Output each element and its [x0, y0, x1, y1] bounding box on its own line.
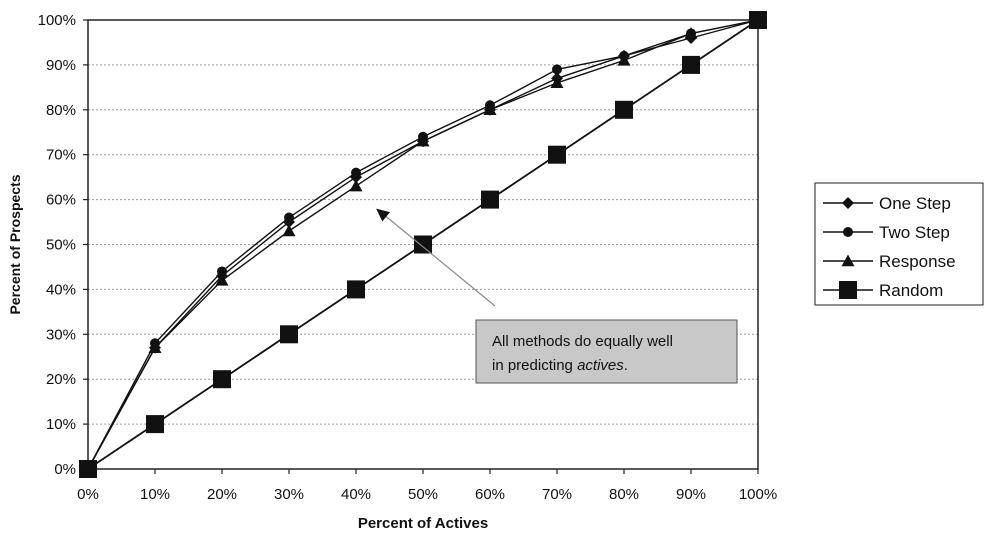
legend-marker [841, 254, 855, 267]
y-tick-label: 90% [46, 57, 76, 74]
annotation-text-italic: actives [577, 357, 624, 374]
data-point-random [213, 370, 231, 389]
annotation-arrow-head [376, 208, 390, 222]
x-tick-label: 50% [408, 486, 438, 503]
data-point-random [749, 11, 767, 29]
x-tick-label: 60% [475, 486, 505, 503]
x-tick-label: 40% [341, 486, 371, 503]
annotation-text-suffix: . [624, 357, 628, 374]
data-point-random [481, 190, 499, 209]
data-point-random [548, 145, 566, 164]
legend-marker [839, 281, 857, 299]
data-point-response [215, 273, 229, 286]
annotation-text-line1: All methods do equally well [492, 333, 673, 350]
x-tick-label: 10% [140, 486, 170, 503]
data-point-response [282, 224, 296, 237]
y-tick-label: 10% [46, 416, 76, 433]
annotation-text-prefix: in predicting [492, 357, 577, 374]
y-tick-label: 40% [46, 281, 76, 298]
data-point-random [682, 55, 700, 74]
data-point-response [148, 341, 162, 353]
y-tick-label: 70% [46, 147, 76, 164]
x-tick-label: 30% [274, 486, 304, 503]
data-point-random [79, 460, 97, 478]
data-point-random [347, 280, 365, 299]
annotation-arrow-line [379, 211, 496, 307]
y-tick-label: 60% [46, 192, 76, 209]
x-tick-label: 70% [542, 486, 572, 503]
data-point-random [414, 235, 432, 254]
x-tick-label: 20% [207, 486, 237, 503]
y-tick-label: 20% [46, 371, 76, 388]
data-point-random [280, 325, 298, 344]
x-tick-label: 0% [77, 486, 99, 503]
y-tick-label: 80% [46, 102, 76, 119]
data-point-two-step [351, 167, 361, 178]
data-point-response [684, 26, 698, 39]
annotation-text-line2: in predicting actives. [492, 357, 628, 374]
legend-marker [843, 227, 853, 237]
y-tick-label: 100% [38, 12, 76, 29]
legend-label: Two Step [879, 223, 950, 242]
y-axis-title: Percent of Prospects [7, 174, 23, 314]
data-point-response [416, 134, 430, 147]
data-point-response [483, 103, 497, 115]
x-tick-label: 100% [739, 486, 777, 503]
data-point-two-step [552, 64, 562, 75]
annotation-box [475, 319, 738, 384]
y-tick-label: 50% [46, 237, 76, 254]
legend-label: Random [879, 281, 943, 300]
y-tick-label: 0% [54, 461, 76, 478]
x-tick-label: 90% [676, 486, 706, 503]
y-tick-label: 30% [46, 326, 76, 343]
x-tick-label: 80% [609, 486, 639, 503]
data-point-response [550, 76, 564, 89]
data-point-random [146, 415, 164, 434]
legend-label: One Step [879, 194, 951, 213]
data-point-random [615, 100, 633, 119]
legend-label: Response [879, 252, 956, 271]
data-point-response [349, 179, 363, 192]
data-point-response [617, 53, 631, 66]
x-axis-title: Percent of Actives [358, 515, 488, 532]
data-point-two-step [284, 212, 294, 223]
legend-marker [842, 197, 854, 209]
data-point-two-step [217, 266, 227, 277]
